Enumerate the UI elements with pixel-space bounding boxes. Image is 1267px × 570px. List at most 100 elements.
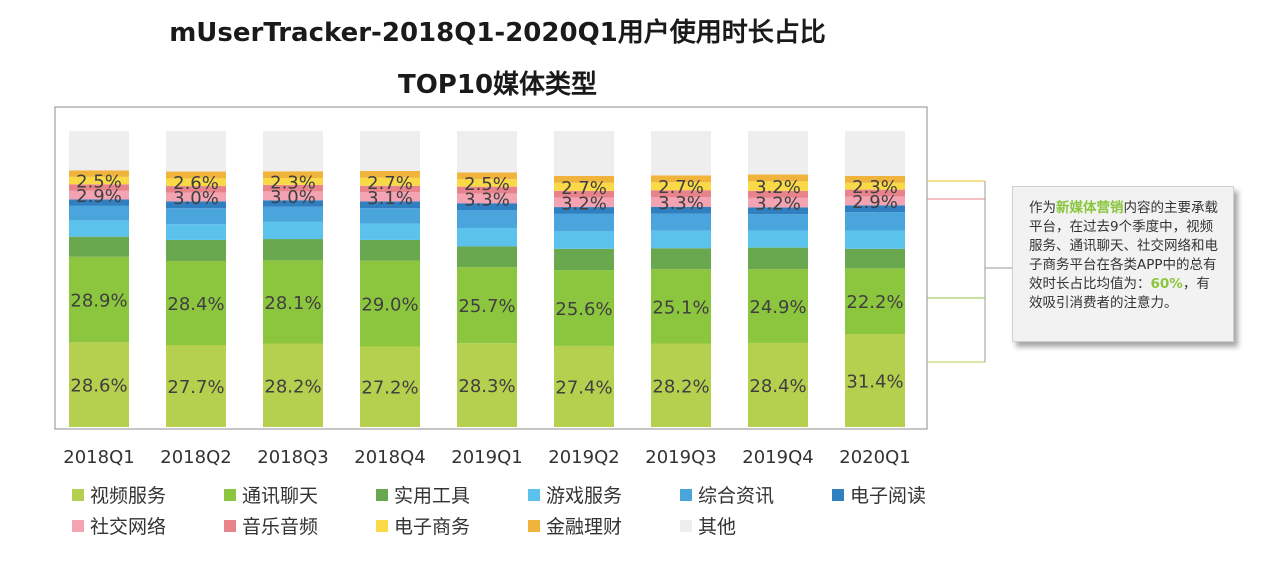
x-tick-label-2018Q4: 2018Q4 <box>354 447 425 468</box>
bar-segment-6-2020Q1 <box>845 205 905 213</box>
bar-segment-10-2018Q4 <box>360 170 420 178</box>
bar-segment-10-2019Q2 <box>554 175 614 183</box>
bar-segment-1-2018Q1 <box>69 342 129 427</box>
callout-highlight-percent: 60% <box>1150 276 1183 292</box>
bar-segment-5-2019Q2 <box>554 213 614 232</box>
data-label-1-2019Q2: 27.4% <box>555 377 612 398</box>
bar-segment-8-2018Q2 <box>166 186 226 193</box>
bar-segment-1-2018Q3 <box>263 343 323 427</box>
bar-segment-4-2018Q2 <box>166 224 226 240</box>
data-label-2-2018Q2: 28.4% <box>167 294 224 315</box>
bar-segment-3-2019Q4 <box>748 247 808 270</box>
bar-segment-4-2019Q1 <box>457 228 517 247</box>
bar-segment-7-2019Q4 <box>748 197 808 208</box>
bar-segment-2-2018Q4 <box>360 260 420 347</box>
bar-segment-5-2019Q4 <box>748 214 808 231</box>
bar-segment-11-2020Q1 <box>845 131 905 176</box>
bar-segment-7-2019Q3 <box>651 197 711 207</box>
data-label-7-2020Q1: 2.9% <box>852 192 898 213</box>
bar-segment-1-2018Q4 <box>360 346 420 427</box>
bar-segment-2-2019Q1 <box>457 267 517 344</box>
bar-segment-3-2018Q4 <box>360 239 420 261</box>
bar-segment-7-2020Q1 <box>845 196 905 206</box>
bar-segment-11-2019Q3 <box>651 131 711 176</box>
x-tick-label-2018Q3: 2018Q3 <box>257 447 328 468</box>
bar-segment-10-2019Q3 <box>651 175 711 183</box>
legend-swatch-5 <box>680 489 692 501</box>
legend-label-4: 游戏服务 <box>546 485 622 507</box>
data-label-2-2018Q1: 28.9% <box>70 291 127 312</box>
bar-segment-11-2018Q4 <box>360 131 420 171</box>
bar-segment-11-2018Q3 <box>263 131 323 172</box>
data-label-2-2019Q1: 25.7% <box>458 296 515 317</box>
bar-segment-6-2019Q2 <box>554 207 614 214</box>
legend-swatch-4 <box>528 489 540 501</box>
bar-segment-3-2018Q3 <box>263 239 323 261</box>
bar-segment-8-2018Q3 <box>263 184 323 192</box>
bar-segment-5-2019Q3 <box>651 213 711 231</box>
data-label-1-2018Q3: 28.2% <box>264 376 321 397</box>
data-label-1-2020Q1: 31.4% <box>846 372 903 393</box>
bar-segment-5-2018Q3 <box>263 206 323 222</box>
bar-segment-1-2019Q1 <box>457 343 517 427</box>
x-tick-label-2019Q4: 2019Q4 <box>742 447 813 468</box>
data-label-2-2019Q4: 24.9% <box>749 297 806 318</box>
data-label-1-2018Q2: 27.7% <box>167 377 224 398</box>
bar-segment-9-2018Q1 <box>69 176 129 185</box>
bar-segment-6-2019Q3 <box>651 206 711 214</box>
bar-segment-10-2018Q1 <box>69 170 129 177</box>
bar-segment-4-2019Q3 <box>651 230 711 249</box>
bar-segment-5-2019Q1 <box>457 210 517 229</box>
bar-segment-9-2020Q1 <box>845 182 905 190</box>
bar-segment-11-2019Q1 <box>457 131 517 173</box>
x-tick-label-2019Q2: 2019Q2 <box>548 447 619 468</box>
bar-segment-9-2018Q2 <box>166 178 226 187</box>
data-label-1-2019Q4: 28.4% <box>749 376 806 397</box>
bar-segment-11-2019Q2 <box>554 131 614 176</box>
bar-segment-5-2018Q1 <box>69 205 129 221</box>
bar-segment-1-2020Q1 <box>845 334 905 427</box>
bar-segment-5-2020Q1 <box>845 212 905 231</box>
bar-segment-1-2019Q2 <box>554 345 614 427</box>
bar-segment-7-2018Q2 <box>166 192 226 202</box>
bar-segment-7-2018Q4 <box>360 192 420 202</box>
data-label-9-2018Q1: 2.5% <box>76 172 122 193</box>
legend-swatch-2 <box>224 489 236 501</box>
x-tick-label-2019Q3: 2019Q3 <box>645 447 716 468</box>
bar-segment-2-2019Q3 <box>651 269 711 344</box>
bar-segment-7-2019Q2 <box>554 197 614 208</box>
bar-segment-7-2018Q3 <box>263 191 323 201</box>
bar-segment-10-2018Q2 <box>166 171 226 179</box>
legend-label-2: 通讯聊天 <box>242 485 318 507</box>
data-label-9-2018Q3: 2.3% <box>270 172 316 193</box>
chart-title-line1: mUserTracker-2018Q1-2020Q1用户使用时长占比 <box>169 18 826 48</box>
bar-segment-9-2019Q3 <box>651 182 711 191</box>
bar-segment-7-2019Q1 <box>457 193 517 204</box>
data-label-2-2019Q2: 25.6% <box>555 299 612 320</box>
bar-segment-1-2019Q4 <box>748 342 808 427</box>
x-tick-label-2019Q1: 2019Q1 <box>451 447 522 468</box>
bar-segment-8-2019Q2 <box>554 190 614 198</box>
data-label-7-2019Q4: 3.2% <box>755 194 801 215</box>
bar-segment-4-2018Q1 <box>69 220 129 237</box>
bar-segment-8-2018Q1 <box>69 184 129 191</box>
x-tick-label-2020Q1: 2020Q1 <box>839 447 910 468</box>
legend-swatch-1 <box>72 489 84 501</box>
callout-text-before: 作为 <box>1029 200 1056 216</box>
data-label-7-2018Q3: 3.0% <box>270 187 316 208</box>
bar-segment-9-2018Q4 <box>360 177 420 186</box>
bar-segment-4-2019Q2 <box>554 231 614 249</box>
bar-segment-7-2018Q1 <box>69 190 129 200</box>
bar-segment-10-2019Q1 <box>457 172 517 180</box>
bar-segment-8-2019Q3 <box>651 190 711 198</box>
bar-segment-9-2019Q4 <box>748 181 808 191</box>
callout-highlight-new-media: 新媒体营销 <box>1056 200 1124 216</box>
data-label-9-2019Q4: 3.2% <box>755 177 801 198</box>
legend-label-3: 实用工具 <box>394 485 470 507</box>
x-tick-label-2018Q2: 2018Q2 <box>160 447 231 468</box>
legend-label-8: 音乐音频 <box>242 516 318 538</box>
data-label-7-2019Q2: 3.2% <box>561 193 607 214</box>
bar-segment-9-2018Q3 <box>263 178 323 185</box>
legend-label-1: 视频服务 <box>90 485 166 507</box>
